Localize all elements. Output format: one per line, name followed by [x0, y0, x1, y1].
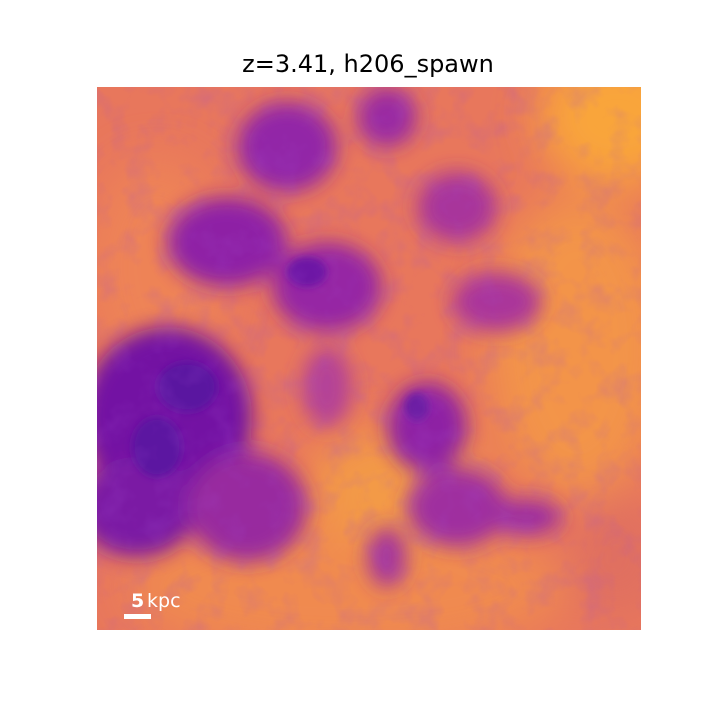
scale-bar-value: 5 [131, 590, 145, 612]
scale-bar-unit: kpc [147, 590, 181, 612]
gas-density-map [97, 87, 641, 630]
scale-bar: 5 kpc [124, 590, 204, 624]
figure-title: z=3.41, h206_spawn [242, 50, 494, 78]
scale-bar-line [124, 614, 151, 619]
